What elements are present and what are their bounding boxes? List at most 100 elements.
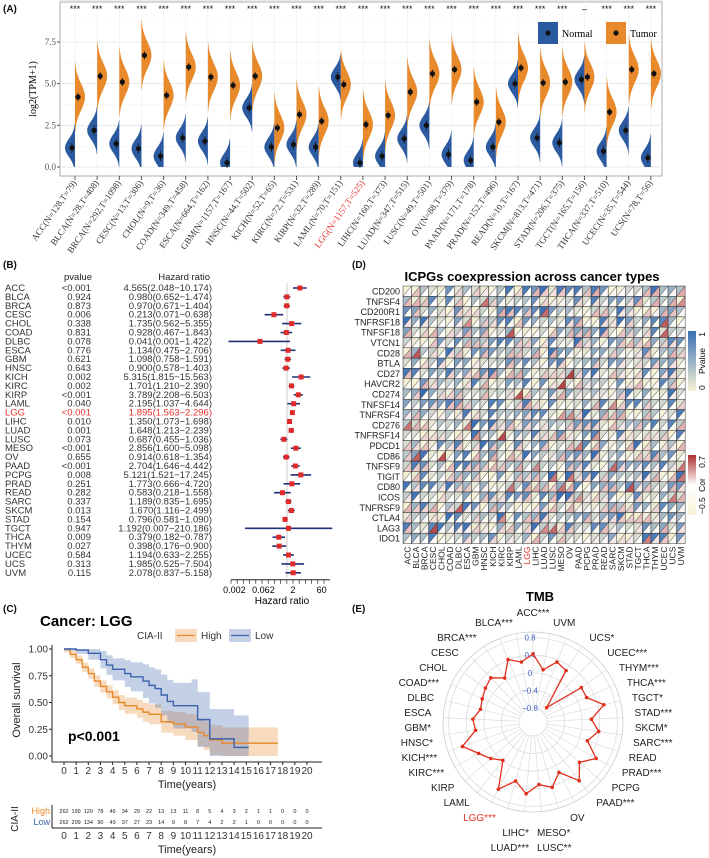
heatmap-cell-diagonal — [445, 450, 455, 462]
heatmap-cell-diagonal — [539, 471, 549, 482]
heatmap-cell-diagonal — [471, 378, 481, 390]
heatmap-cell-diagonal — [479, 533, 489, 544]
heatmap-cell-diagonal — [428, 399, 438, 410]
row-cancer: OV — [5, 452, 19, 463]
risk-count: 262 — [59, 820, 68, 826]
violin-normal — [131, 124, 142, 167]
row-cancer: LIHC — [5, 417, 27, 428]
legend-max-label: 1 — [697, 332, 707, 337]
heatmap-cell-diagonal — [428, 512, 438, 524]
heatmap-cell-diagonal — [513, 419, 523, 431]
heatmap-cell-diagonal — [479, 368, 489, 379]
heatmap-cell-diagonal — [531, 440, 540, 451]
column-label: PCPG — [582, 547, 592, 571]
heatmap-cell-diagonal — [496, 347, 506, 359]
row-label: CD274 — [372, 389, 400, 399]
median-dot-normal — [357, 160, 363, 166]
risk-x-tick-label: 9 — [171, 831, 177, 842]
heatmap-cell-diagonal — [573, 533, 583, 544]
heatmap-cell-diagonal — [411, 337, 421, 348]
row-pvalue: 0.006 — [67, 310, 91, 321]
row-hazard-ratio: 1.701(1.210−2.390) — [129, 381, 212, 392]
significance-label: *** — [535, 4, 546, 14]
row-pvalue: <0.001 — [62, 283, 91, 294]
median-dot-normal — [69, 145, 75, 151]
y-tick-label: 0.25 — [29, 725, 49, 736]
risk-count: 8 — [184, 820, 187, 826]
heatmap-cell-diagonal — [565, 460, 575, 472]
heatmap-cell-diagonal — [556, 368, 566, 379]
column-label: TGCT — [633, 547, 643, 570]
hazard-ratio-point — [293, 445, 299, 451]
heatmap-cell-diagonal — [445, 491, 455, 503]
row-label: CD27 — [377, 369, 400, 379]
radar-spoke — [499, 638, 529, 710]
heatmap-cell-diagonal — [513, 522, 523, 534]
row-label: CD276 — [372, 420, 400, 430]
heatmap-cell-diagonal — [445, 347, 455, 359]
heatmap-cell-diagonal — [616, 522, 626, 534]
heatmap-cell-diagonal — [667, 430, 677, 441]
heatmap-cell-diagonal — [599, 285, 609, 297]
heatmap-cell-diagonal — [411, 296, 421, 307]
heatmap-cell-diagonal — [590, 471, 600, 482]
heatmap-cell-diagonal — [676, 327, 686, 338]
median-dot-tumor — [429, 71, 435, 77]
row-hazard-ratio: 2.195(1.037−4.644) — [129, 399, 212, 410]
row-label: TNFRSF9 — [360, 503, 401, 513]
heatmap-cell-diagonal — [582, 296, 592, 307]
risk-x-tick-label: 19 — [289, 831, 301, 842]
heatmap-cell-border — [676, 532, 686, 544]
heatmap-cell-diagonal — [556, 471, 566, 482]
heatmap-cell-diagonal — [445, 460, 455, 472]
violin-normal — [308, 123, 319, 167]
row-pvalue: 0.831 — [67, 328, 91, 339]
column-label: OV — [565, 546, 575, 559]
row-pvalue: 0.008 — [67, 470, 91, 481]
significance-label: *** — [358, 4, 369, 14]
risk-count: 2 — [233, 820, 236, 826]
heatmap-cell-diagonal — [454, 368, 464, 379]
heatmap-cell-diagonal — [565, 285, 575, 297]
risk-table-title: CIA-II — [10, 806, 21, 832]
heatmap-cell-diagonal — [505, 430, 515, 441]
heatmap-cell-diagonal — [667, 491, 677, 503]
heatmap-cell-diagonal — [676, 533, 686, 544]
heatmap-cell-diagonal — [556, 378, 566, 390]
confidence-band-low — [64, 649, 249, 756]
heatmap-cell-diagonal — [531, 460, 540, 472]
heatmap-cell-diagonal — [676, 491, 686, 503]
heatmap-cell-diagonal — [513, 512, 523, 524]
heatmap-cell-diagonal — [616, 347, 626, 359]
heatmap-cell-diagonal — [522, 450, 532, 462]
significance-label: *** — [313, 4, 324, 14]
heatmap-cell-diagonal — [650, 481, 660, 493]
panel-b-forest-plot: pvalue Hazard ratio ACC <0.001 4.565(2.048−1… — [5, 272, 333, 607]
heatmap-cell-diagonal — [505, 296, 515, 307]
heatmap-cell-diagonal — [650, 285, 660, 297]
heatmap-cell-diagonal — [428, 337, 438, 348]
heatmap-cell-diagonal — [531, 450, 540, 462]
risk-count: 9 — [172, 820, 175, 826]
heatmap-cell-diagonal — [548, 460, 558, 472]
radar-point — [594, 756, 598, 761]
heatmap-cell-diagonal — [659, 285, 669, 297]
significance-label: *** — [180, 4, 191, 14]
heatmap-cell-diagonal — [616, 471, 626, 482]
heatmap-cell-diagonal — [539, 460, 549, 472]
heatmap-cell-diagonal — [616, 512, 626, 524]
median-dot-normal — [645, 155, 651, 161]
heatmap-cell-diagonal — [676, 450, 686, 462]
heatmap-cell-diagonal — [479, 502, 489, 513]
heatmap-cell-diagonal — [659, 399, 669, 410]
heatmap-cell-diagonal — [608, 533, 617, 544]
heatmap-cell-diagonal — [437, 285, 446, 297]
radar-category-label: ESCA — [404, 708, 432, 719]
heatmap-cell-diagonal — [411, 388, 421, 400]
heatmap-cell-diagonal — [522, 388, 532, 400]
heatmap-cell-diagonal — [479, 440, 489, 451]
heatmap-cell-diagonal — [437, 471, 446, 482]
heatmap-cell-diagonal — [437, 409, 446, 421]
heatmap-cell-diagonal — [582, 440, 592, 451]
